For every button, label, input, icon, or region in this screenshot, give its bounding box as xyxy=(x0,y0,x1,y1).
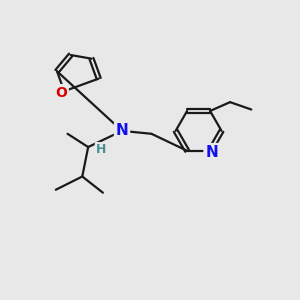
Text: N: N xyxy=(116,123,128,138)
Text: N: N xyxy=(205,145,218,160)
Text: O: O xyxy=(56,85,67,100)
Text: H: H xyxy=(96,143,106,157)
